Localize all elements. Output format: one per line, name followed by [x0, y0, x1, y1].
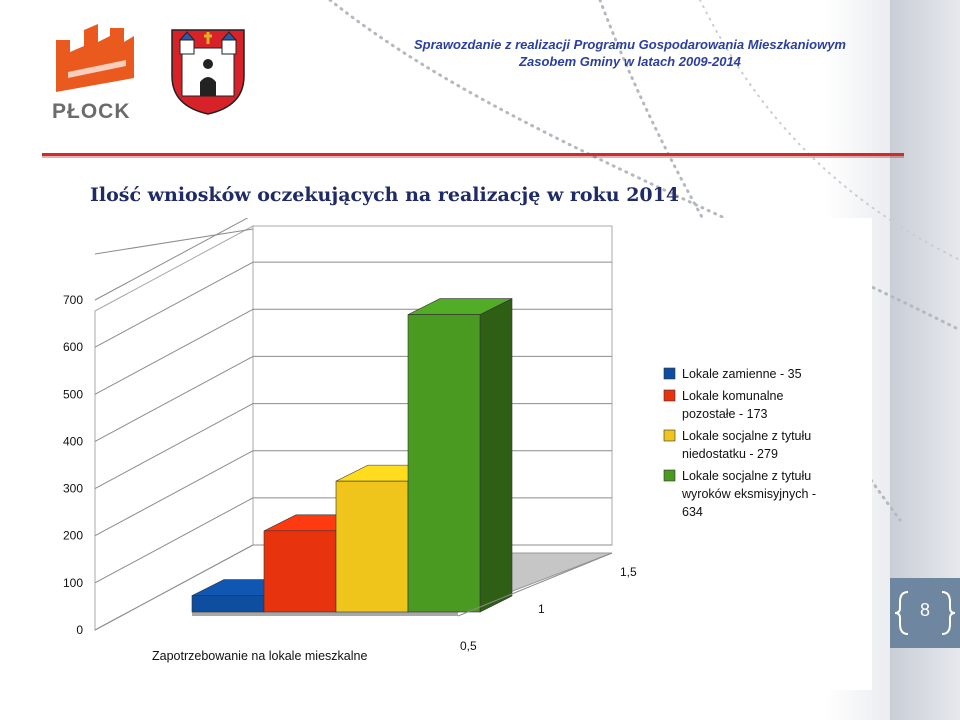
header-line-1: Sprawozdanie z realizacji Programu Gospo… [413, 37, 846, 52]
y-tick-label: 300 [63, 482, 83, 496]
x-axis-title: Zapotrzebowanie na lokale mieszkalne [152, 649, 367, 663]
depth-tick-label: 1 [538, 602, 545, 616]
gridline-side [94, 355, 254, 442]
header-divider-shadow [42, 156, 904, 158]
page-number-brackets [894, 591, 956, 635]
y-tick-label: 600 [63, 340, 83, 354]
chart-container: 0 100 200 300 400 500 600 700 0,5 1 1,5 Zapotrzebow… [40, 218, 872, 690]
legend-label: 634 [682, 505, 703, 519]
legend-label: Lokale socjalne z tytułu [682, 429, 811, 443]
legend-swatch [663, 469, 676, 482]
y-tick-label: 500 [63, 387, 83, 401]
gridline-side [94, 218, 249, 301]
y-tick-label: 100 [63, 576, 83, 590]
legend-label: Lokale komunalne [682, 389, 784, 403]
gridline-side [94, 544, 254, 631]
legend-label: niedostatku - 279 [682, 447, 778, 461]
header-line-2: Zasobem Gminy w latach 2009-2014 [519, 54, 741, 69]
gridline-side [94, 497, 254, 584]
report-header: Sprawozdanie z realizacji Programu Gospo… [370, 36, 890, 70]
legend-swatch [663, 367, 676, 380]
bar [263, 530, 337, 613]
depth-tick-label: 1,5 [620, 565, 637, 579]
bar [191, 595, 265, 613]
legend-label: pozostałe - 173 [682, 407, 768, 421]
legend-swatch [663, 389, 676, 402]
y-tick-label: 400 [63, 434, 83, 448]
gridline-side [94, 261, 254, 348]
gridline-side [94, 308, 254, 395]
plock-logo [56, 24, 134, 92]
bar-chart-3d: 0 100 200 300 400 500 600 700 0,5 1 1,5 Zapotrzebow… [63, 218, 816, 663]
legend-swatch [663, 429, 676, 442]
depth-tick-label: 0,5 [460, 639, 477, 653]
y-tick-label: 0 [76, 623, 83, 637]
coat-of-arms [171, 29, 245, 115]
depth-axis [457, 552, 613, 617]
header-divider [42, 153, 904, 156]
page-number: 8 [919, 600, 930, 620]
gridline-side [94, 228, 254, 255]
bar [407, 314, 481, 613]
chart-floor-edge [192, 612, 458, 616]
bar [335, 480, 409, 613]
y-tick-label: 200 [63, 529, 83, 543]
legend-label: wyroków eksmisyjnych - [681, 487, 816, 501]
page-number-box [890, 578, 960, 648]
gridline-side [94, 450, 254, 537]
gridline-side [94, 403, 254, 490]
legend-label: Lokale zamienne - 35 [682, 367, 802, 381]
legend-label: Lokale socjalne z tytułu [682, 469, 811, 483]
bar-side [479, 298, 513, 613]
y-tick-label: 700 [63, 293, 83, 307]
side-wall [94, 225, 254, 631]
logo-text: PŁOCK [52, 100, 131, 123]
slide-title: Ilość wniosków oczekujących na realizacj… [90, 184, 680, 206]
